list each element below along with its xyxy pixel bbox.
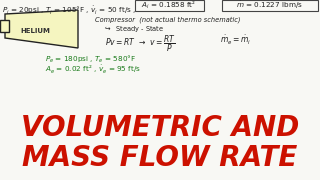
Text: $A_i$ = 0.1858 ft²: $A_i$ = 0.1858 ft² bbox=[141, 0, 196, 11]
Text: $A_e$ = 0.02 ft² , $\dot{v}_e$ = 95 ft/s: $A_e$ = 0.02 ft² , $\dot{v}_e$ = 95 ft/s bbox=[45, 64, 141, 76]
Text: $\hookrightarrow$  Steady - State: $\hookrightarrow$ Steady - State bbox=[103, 24, 164, 34]
Text: $P_i$ = 20psi , $T_i$ = 105°F , $\dot{v}_i$ = 50 ft/s ,: $P_i$ = 20psi , $T_i$ = 105°F , $\dot{v}… bbox=[2, 5, 136, 17]
Text: $Pv = RT$  →  $v = \dfrac{RT}{P}$: $Pv = RT$ → $v = \dfrac{RT}{P}$ bbox=[105, 34, 176, 54]
Polygon shape bbox=[5, 10, 78, 48]
Text: HELIUM: HELIUM bbox=[20, 28, 50, 34]
Text: Compressor  (not actual thermo schematic): Compressor (not actual thermo schematic) bbox=[95, 16, 241, 23]
Text: $P_e$ = 180psi , $T_e$ = 580°F: $P_e$ = 180psi , $T_e$ = 580°F bbox=[45, 54, 136, 65]
FancyBboxPatch shape bbox=[134, 0, 204, 11]
Text: $\dot{m}_e = \dot{m}_i$: $\dot{m}_e = \dot{m}_i$ bbox=[220, 34, 252, 47]
Text: MASS FLOW RATE: MASS FLOW RATE bbox=[22, 144, 298, 172]
Text: VOLUMETRIC AND: VOLUMETRIC AND bbox=[21, 114, 299, 142]
FancyBboxPatch shape bbox=[221, 0, 317, 11]
Text: $\dot{m}$ = 0.1227 lbm/s: $\dot{m}$ = 0.1227 lbm/s bbox=[236, 0, 303, 11]
Polygon shape bbox=[0, 20, 9, 32]
